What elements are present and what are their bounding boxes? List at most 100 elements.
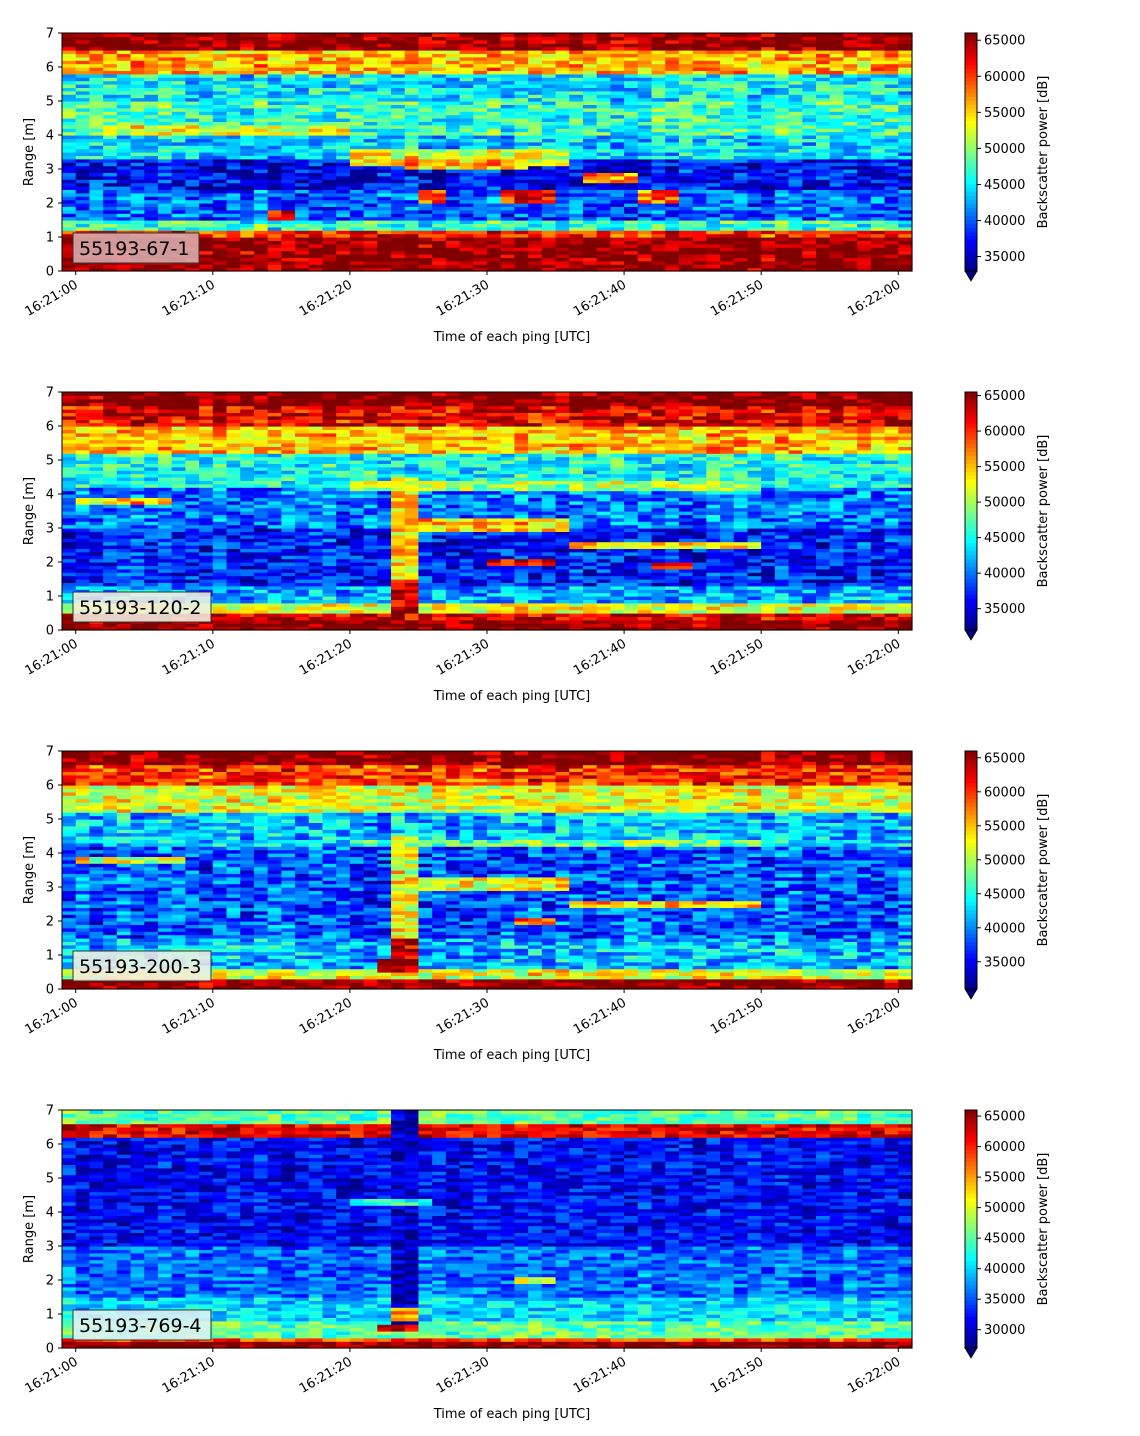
heatmap-cell	[89, 141, 104, 146]
heatmap-cell	[363, 257, 378, 262]
heatmap-cell	[103, 172, 118, 177]
heatmap-cell	[281, 213, 296, 218]
heatmap-cell	[733, 264, 749, 269]
heatmap-cell	[816, 148, 831, 153]
heatmap-cell	[692, 148, 707, 153]
heatmap-cell	[253, 162, 269, 167]
heatmap-cell	[116, 111, 132, 116]
heatmap-cell	[308, 240, 324, 245]
heatmap-cell	[89, 504, 104, 509]
heatmap-cell	[157, 158, 173, 163]
heatmap-cell	[706, 243, 721, 248]
heatmap-cell	[281, 39, 296, 44]
heatmap-cell	[816, 233, 831, 238]
heatmap-cell	[308, 158, 324, 163]
heatmap-cell	[308, 73, 324, 78]
heatmap-cell	[199, 175, 214, 180]
heatmap-cell	[75, 60, 91, 65]
heatmap-cell	[116, 213, 132, 218]
heatmap-cell	[89, 39, 104, 44]
heatmap-cell	[144, 135, 159, 139]
heatmap-cell	[363, 192, 378, 197]
heatmap-cell	[89, 182, 104, 187]
heatmap-cell	[747, 264, 762, 269]
heatmap-cell	[363, 73, 378, 78]
heatmap-cell	[336, 169, 351, 173]
heatmap-cell	[103, 39, 118, 44]
heatmap-cell	[212, 199, 228, 204]
heatmap-cell	[116, 118, 132, 122]
heatmap-cell	[253, 257, 269, 262]
heatmap-cell	[363, 77, 378, 82]
colorbar-swatch	[965, 195, 977, 201]
heatmap-cell	[870, 216, 886, 221]
heatmap-cell	[377, 196, 392, 201]
colorbar-swatch	[965, 108, 977, 113]
heatmap-cell	[144, 56, 159, 61]
heatmap-cell	[199, 196, 214, 201]
heatmap-cell	[89, 165, 104, 170]
heatmap-cell	[171, 226, 186, 231]
heatmap-cell	[253, 243, 269, 248]
heatmap-cell	[62, 107, 77, 112]
heatmap-cell	[377, 189, 392, 194]
heatmap-cell	[281, 33, 296, 37]
heatmap-cell	[185, 182, 200, 187]
heatmap-cell	[226, 124, 241, 129]
heatmap-cell	[267, 192, 282, 197]
heatmap-cell	[295, 46, 310, 51]
heatmap-cell	[541, 33, 557, 37]
heatmap-cell	[624, 158, 639, 163]
heatmap-cell	[541, 182, 557, 187]
heatmap-cell	[473, 199, 488, 204]
heatmap-cell	[185, 186, 200, 190]
heatmap-cell	[62, 196, 77, 201]
heatmap-cell	[802, 226, 817, 231]
heatmap-cell	[404, 192, 420, 197]
heatmap-cell	[391, 199, 406, 204]
heatmap-cell	[116, 402, 132, 407]
heatmap-cell	[103, 128, 118, 133]
heatmap-cell	[349, 233, 365, 238]
heatmap-cell	[253, 206, 269, 211]
heatmap-cell	[582, 33, 598, 37]
heatmap-cell	[349, 145, 365, 150]
heatmap-cell	[171, 39, 186, 44]
y-tick-label: 7	[46, 27, 54, 42]
heatmap-cell	[322, 56, 337, 61]
heatmap-cell	[308, 203, 324, 207]
heatmap-cell	[130, 84, 145, 88]
heatmap-cell	[62, 175, 77, 180]
heatmap-cell	[624, 182, 639, 187]
heatmap-cell	[157, 206, 173, 211]
heatmap-cell	[185, 56, 200, 61]
heatmap-cell	[103, 182, 118, 187]
heatmap-cell	[212, 196, 228, 201]
heatmap-cell	[884, 158, 899, 163]
heatmap-cell	[336, 152, 351, 156]
heatmap-cell	[528, 209, 543, 214]
heatmap-cell	[199, 97, 214, 102]
heatmap-cell	[62, 131, 77, 136]
heatmap-cell	[377, 50, 392, 54]
heatmap-cell	[103, 104, 118, 109]
heatmap-cell	[487, 192, 502, 197]
heatmap-cell	[116, 189, 132, 194]
heatmap-cell	[391, 84, 406, 88]
heatmap-cell	[240, 94, 255, 99]
heatmap-cell	[295, 63, 310, 68]
heatmap-cell	[802, 165, 817, 170]
heatmap-cell	[295, 131, 310, 136]
heatmap-cell	[349, 237, 365, 241]
heatmap-cell	[473, 264, 488, 269]
heatmap-cell	[212, 165, 228, 170]
heatmap-cell	[199, 152, 214, 156]
heatmap-cell	[308, 138, 324, 143]
heatmap-cell	[267, 199, 282, 204]
heatmap-cell	[308, 70, 324, 75]
heatmap-cell	[295, 141, 310, 146]
heatmap-cell	[75, 131, 91, 136]
heatmap-cell	[308, 247, 324, 252]
heatmap-cell	[884, 226, 899, 231]
heatmap-cell	[130, 216, 145, 221]
